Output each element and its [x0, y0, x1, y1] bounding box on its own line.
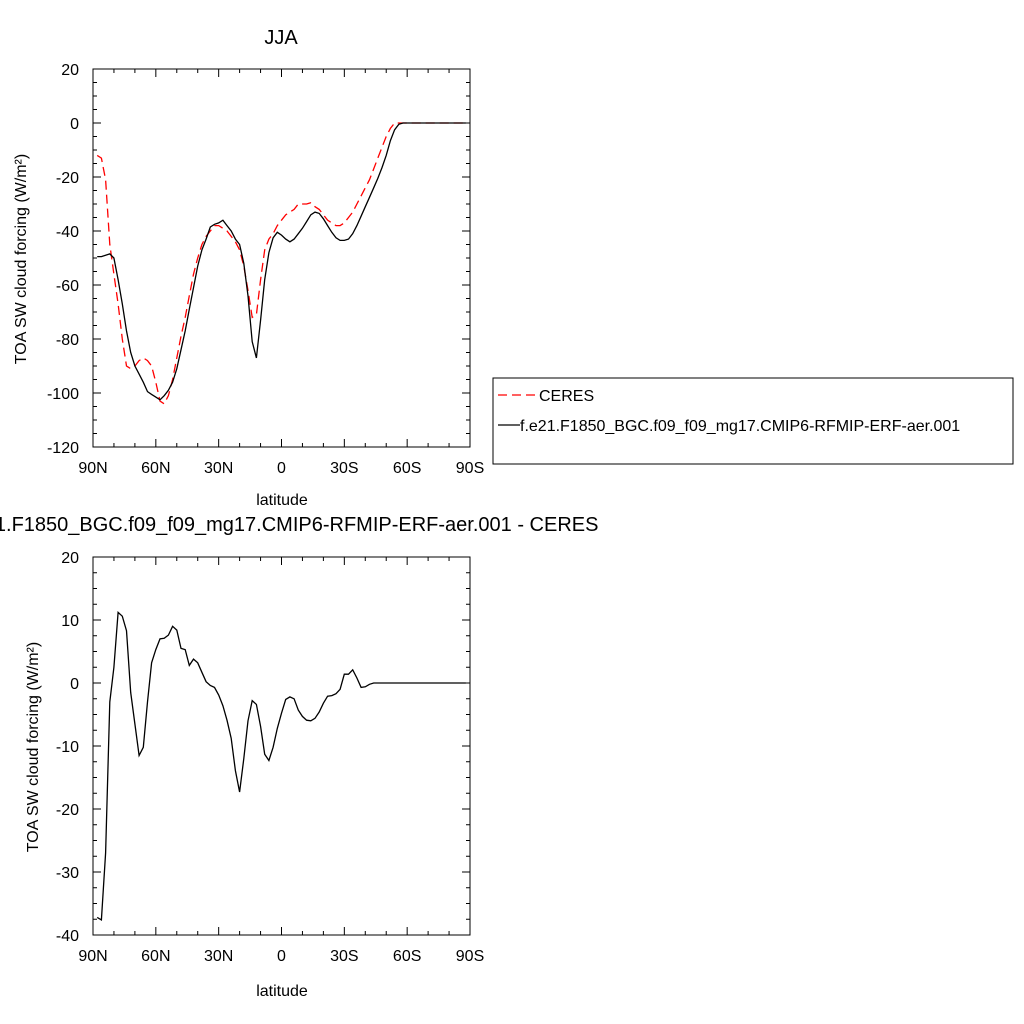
y-tick-label: -20 [56, 802, 79, 819]
x-tick-label: 30S [330, 948, 358, 965]
x-axis-label: latitude [256, 983, 308, 1000]
legend-entry-ceres: CERES [539, 388, 594, 405]
series-line-f-e21-f1850-bgc-f09-f09- [97, 122, 466, 401]
y-tick-label: 20 [61, 62, 79, 79]
y-tick-label: 20 [61, 550, 79, 567]
y-axis-label: TOA SW cloud forcing (W/m²) [25, 642, 42, 852]
legend-box [492, 377, 1014, 465]
series-line-difference [96, 611, 466, 922]
plot-frame [92, 556, 471, 936]
x-axis-label: latitude [256, 492, 308, 509]
y-tick-label: 0 [70, 116, 79, 133]
plot-area [92, 68, 471, 448]
axis-ticks [92, 68, 471, 448]
plot-area [92, 556, 471, 936]
series-line-ceres [96, 122, 466, 405]
chart-title: JJA [264, 27, 298, 49]
x-tick-label: 90S [456, 460, 484, 477]
axis-ticks [92, 556, 471, 936]
y-tick-label: -40 [56, 224, 79, 241]
x-tick-label: 30S [330, 460, 358, 477]
y-tick-label: -80 [56, 332, 79, 349]
y-axis-label: TOA SW cloud forcing (W/m²) [13, 154, 30, 364]
chart-title: f.e21.F1850_BGC.f09_f09_mg17.CMIP6-RFMIP… [0, 514, 598, 536]
x-tick-label: 30N [204, 948, 233, 965]
y-tick-label: -60 [56, 278, 79, 295]
x-tick-label: 60S [393, 948, 421, 965]
y-tick-label: -10 [56, 739, 79, 756]
y-tick-label: -40 [56, 928, 79, 945]
x-tick-label: 90N [78, 460, 107, 477]
x-tick-label: 60S [393, 460, 421, 477]
y-tick-label: 10 [61, 613, 79, 630]
series-lines [96, 611, 466, 922]
legend-entry-model: f.e21.F1850_BGC.f09_f09_mg17.CMIP6-RFMIP… [520, 418, 960, 435]
x-tick-label: 0 [277, 948, 286, 965]
y-tick-label: -30 [56, 865, 79, 882]
legend: CERES f.e21.F1850_BGC.f09_f09_mg17.CMIP6… [492, 377, 1014, 465]
x-tick-label: 90S [456, 948, 484, 965]
tick-labels: 90N 60N 30N 0 30S 60S 90S 20 10 0 -10 -20 -30 -40 [56, 550, 484, 965]
x-tick-label: 0 [277, 460, 286, 477]
plot-frame [92, 68, 471, 448]
y-tick-label: 0 [70, 676, 79, 693]
x-tick-label: 60N [141, 460, 170, 477]
series-lines [96, 122, 466, 405]
y-tick-label: -20 [56, 170, 79, 187]
tick-labels: 90N 60N 30N 0 30S 60S 90S 20 0 -20 -40 -60 -80 -100 -1… [47, 62, 484, 477]
chart-panel-jja: JJA 90N 60N 30N 0 30S 60S 90S 20 0 -20 -40 -60 -80 -1… [13, 27, 484, 509]
x-tick-label: 60N [141, 948, 170, 965]
chart-panel-difference: f.e21.F1850_BGC.f09_f09_mg17.CMIP6-RFMIP… [0, 514, 598, 1000]
y-tick-label: -120 [47, 440, 79, 457]
x-tick-label: 30N [204, 460, 233, 477]
x-tick-label: 90N [78, 948, 107, 965]
y-tick-label: -100 [47, 386, 79, 403]
